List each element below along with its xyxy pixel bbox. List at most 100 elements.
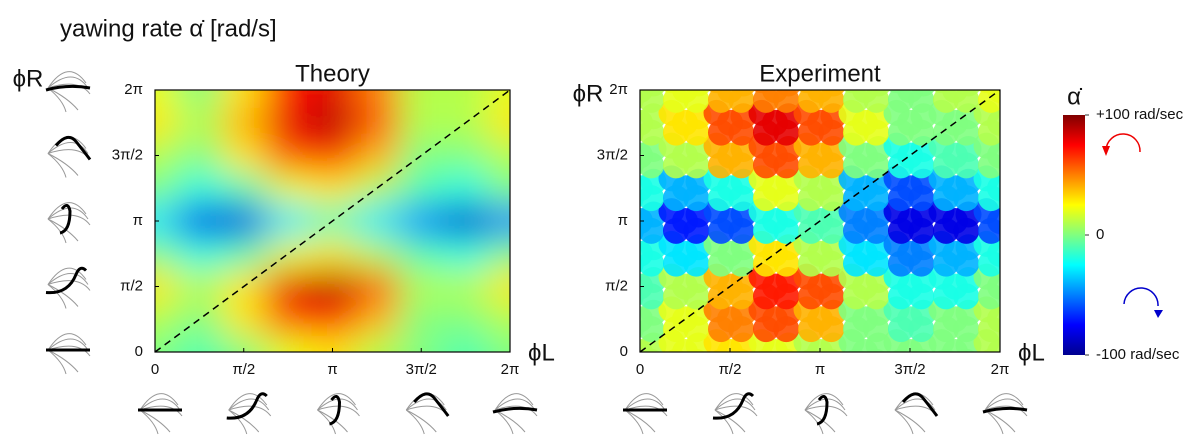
- wing-outline: [47, 71, 87, 89]
- dot-cluster: [977, 90, 1000, 113]
- heat-cell: [443, 204, 488, 238]
- heat-cell: [155, 302, 178, 336]
- dot-cluster: [973, 132, 1000, 179]
- wing-outline: [624, 398, 666, 411]
- heat-cell: [354, 335, 400, 352]
- wing-outline: [47, 153, 67, 178]
- dot-cluster: [748, 99, 802, 146]
- dot: [932, 90, 951, 94]
- dot: [807, 273, 833, 300]
- wing-outline: [317, 393, 356, 411]
- x-tick-label: π: [815, 361, 825, 378]
- heat-cell: [487, 139, 510, 172]
- dot-cluster: [752, 90, 800, 113]
- dot: [762, 273, 788, 300]
- dot: [614, 231, 640, 257]
- heat-cell: [265, 204, 311, 238]
- dot: [942, 142, 968, 169]
- dot: [977, 90, 996, 94]
- wing-stroke: [492, 406, 538, 414]
- dot-cluster: [707, 90, 755, 113]
- x-tick-label: π/2: [719, 361, 742, 378]
- heat-cell: [399, 106, 444, 140]
- arrow-head: [1154, 310, 1163, 318]
- dot: [942, 306, 968, 333]
- colorbar-tick-label: -100 rad/sec: [1096, 346, 1180, 363]
- heat-cell: [221, 237, 266, 271]
- dot: [987, 306, 1000, 333]
- y-tick-label: 3π/2: [112, 146, 143, 163]
- dot: [672, 109, 698, 136]
- heat-cell: [487, 106, 510, 140]
- wing-outline: [47, 218, 67, 244]
- dot: [640, 273, 653, 300]
- heat-cell: [221, 302, 266, 336]
- wing-outline: [984, 409, 1004, 435]
- dot: [852, 339, 878, 352]
- wing-icon: [804, 393, 848, 435]
- dot: [807, 175, 833, 202]
- wing-stroke: [413, 392, 450, 417]
- heat-cell: [443, 171, 488, 205]
- dot: [640, 208, 653, 234]
- dot: [807, 339, 833, 352]
- dot: [867, 348, 885, 352]
- dot: [998, 191, 1000, 205]
- wing-stroke: [712, 392, 755, 420]
- heat-cell: [399, 90, 444, 107]
- wing-outline: [894, 409, 914, 435]
- wing-outline: [47, 267, 87, 285]
- dot: [998, 224, 1000, 238]
- wing-icon: [492, 393, 538, 435]
- wing-icon: [623, 393, 668, 435]
- dot: [762, 90, 788, 103]
- x-tick-label: 3π/2: [894, 361, 925, 378]
- heat-cell: [221, 139, 266, 172]
- heat-cell: [310, 335, 355, 352]
- wing-stroke: [45, 266, 88, 295]
- x-tick-label: 2π: [991, 361, 1010, 378]
- wing-stroke: [816, 395, 829, 426]
- dot: [672, 208, 698, 234]
- wing-icon: [46, 333, 91, 375]
- heat-cell: [265, 139, 311, 172]
- dot: [897, 208, 923, 234]
- wing-outline: [47, 333, 87, 351]
- colorbar: [1063, 115, 1085, 355]
- dot: [1001, 267, 1027, 293]
- dot: [998, 257, 1000, 271]
- wing-outline: [47, 142, 89, 154]
- y-axis-label: ϕR: [573, 80, 604, 107]
- dot: [987, 208, 1000, 234]
- dot: [717, 109, 743, 136]
- dot: [942, 175, 968, 202]
- dot: [777, 348, 795, 352]
- heat-cell: [399, 237, 444, 271]
- y-tick-label: 2π: [609, 81, 628, 98]
- plot-area: [614, 90, 1027, 352]
- wing-outline: [139, 409, 171, 433]
- plot-title: Theory: [295, 60, 370, 87]
- heat-cell: [221, 335, 266, 352]
- heat-cell: [177, 90, 222, 107]
- wing-outline: [47, 214, 91, 226]
- cw-arrow: [1123, 287, 1159, 307]
- heat-cell: [221, 171, 266, 205]
- dot: [672, 175, 698, 202]
- heat-cell: [177, 335, 222, 352]
- heat-cell: [443, 90, 488, 107]
- dot-cluster: [703, 99, 757, 146]
- heat-cell: [487, 90, 510, 107]
- heat-cell: [399, 302, 444, 336]
- dot: [807, 109, 833, 136]
- wing-outline: [984, 405, 1028, 417]
- dot: [987, 175, 1000, 202]
- heat-cell: [354, 237, 400, 271]
- dot: [942, 208, 968, 234]
- x-axis-label: ϕL: [1018, 339, 1045, 366]
- heat-cell: [221, 90, 266, 107]
- wing-outline: [47, 338, 89, 351]
- wing-outline: [139, 393, 179, 411]
- dot-cluster: [640, 90, 665, 113]
